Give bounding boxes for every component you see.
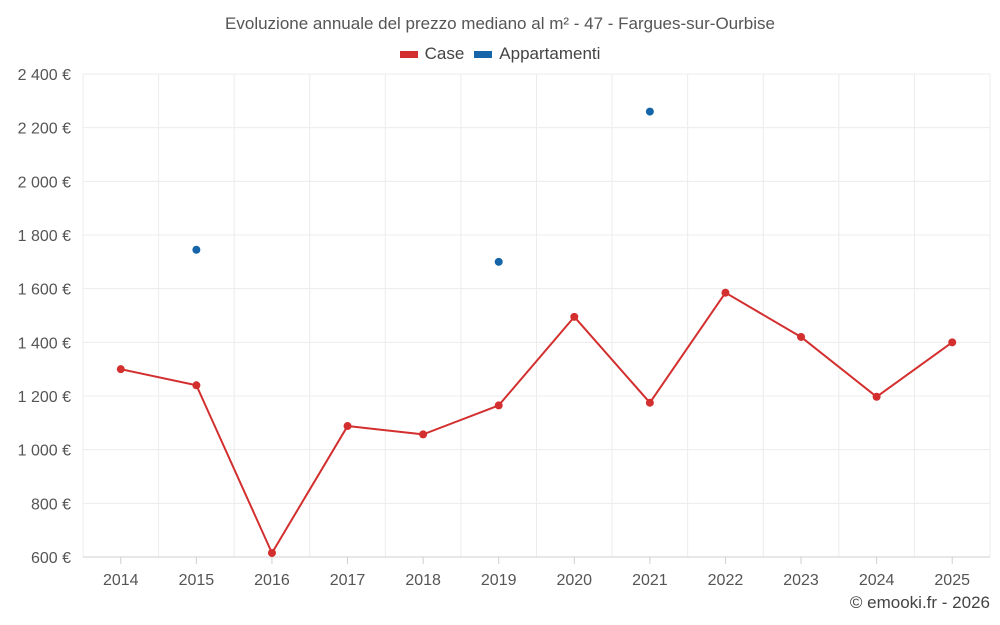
data-point-case[interactable] [721,288,730,297]
data-point-case[interactable] [494,401,503,410]
x-tick-label: 2022 [708,572,744,589]
y-tick-label: 1 800 € [18,228,71,245]
y-tick-label: 2 200 € [18,121,71,138]
data-point-appartamenti[interactable] [192,245,201,254]
chart-title: Evoluzione annuale del prezzo mediano al… [225,14,775,33]
legend-item-case[interactable]: Case [399,44,465,64]
x-tick-label: 2025 [934,572,970,589]
x-tick-label: 2019 [481,572,517,589]
x-tick-label: 2018 [405,572,441,589]
grid-layer [82,73,991,558]
y-tick-label: 1 000 € [18,443,71,460]
data-point-appartamenti[interactable] [494,257,503,266]
y-tick-label: 1 400 € [18,335,71,352]
x-tick-label: 2020 [556,572,592,589]
legend-swatch-case [399,50,418,58]
data-point-case[interactable] [267,548,276,557]
data-point-case[interactable] [797,332,806,341]
data-point-case[interactable] [645,398,654,407]
y-tick-label: 1 200 € [18,389,71,406]
x-tick-label: 2023 [783,572,819,589]
data-point-case[interactable] [116,365,125,374]
data-point-case[interactable] [343,422,352,431]
x-tick-label: 2014 [103,572,139,589]
data-point-case[interactable] [192,381,201,390]
y-tick-label: 800 € [31,496,71,513]
credit-text: © emooki.fr - 2026 [849,593,990,612]
legend-label-appartamenti: Appartamenti [499,44,601,63]
legend-swatch-appartamenti [474,50,493,58]
data-point-case[interactable] [948,338,957,347]
data-point-case[interactable] [419,430,428,439]
y-tick-label: 2 400 € [18,67,71,84]
x-tick-label: 2021 [632,572,668,589]
data-point-appartamenti[interactable] [645,107,654,116]
x-tick-label: 2016 [254,572,290,589]
legend: Case Appartamenti [0,44,1000,64]
x-tick-label: 2015 [179,572,215,589]
series-line-case [120,291,953,554]
legend-item-appartamenti[interactable]: Appartamenti [474,44,600,64]
y-tick-label: 1 600 € [18,282,71,299]
axis-layer: 600 € 800 € 1 000 € 1 200 € 1 400 € 1 600 € 1 … [18,67,990,589]
series-layer [116,107,957,557]
data-point-case[interactable] [872,392,881,401]
x-tick-label: 2017 [330,572,366,589]
y-tick-label: 600 € [31,550,71,567]
x-tick-label: 2024 [859,572,895,589]
legend-label-case: Case [424,44,465,63]
data-point-case[interactable] [570,312,579,321]
y-tick-label: 2 000 € [18,174,71,191]
